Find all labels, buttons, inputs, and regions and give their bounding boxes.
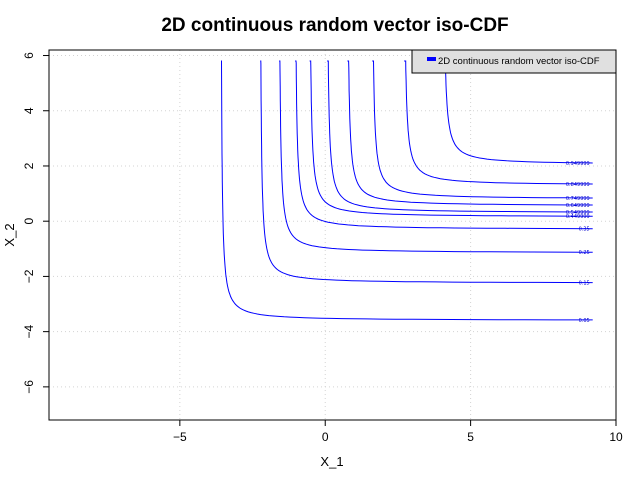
- y-axis: −6 −4 −2 0 2 4 6: [22, 52, 49, 394]
- contour-level-label: 0.05: [579, 318, 590, 324]
- contour-line: [309, 60, 593, 217]
- y-tick-label: 0: [22, 218, 36, 225]
- legend-entry: 2D continuous random vector iso-CDF: [438, 56, 600, 67]
- contour-level-label: 0.15: [579, 281, 590, 287]
- x-tick-label: 0: [322, 430, 329, 444]
- chart-title: 2D continuous random vector iso-CDF: [161, 15, 508, 36]
- legend-swatch: [427, 57, 436, 61]
- contour-line: [443, 60, 593, 164]
- contour-line: [279, 60, 593, 253]
- contour-line: [327, 60, 593, 213]
- contour-level-label: 0.25: [579, 250, 590, 256]
- y-tick-label: −6: [22, 380, 36, 394]
- x-tick-label: 5: [467, 430, 474, 444]
- legend: 2D continuous random vector iso-CDF: [411, 49, 617, 74]
- contour-line: [295, 60, 593, 230]
- contour-labels: 0.05 0.15 0.25 0.35 0.4499990.5499990.649999…: [566, 161, 590, 324]
- y-tick-label: −2: [22, 269, 36, 283]
- contour-line: [221, 60, 593, 321]
- legend-box: [411, 49, 617, 74]
- contour-level-label: 0.649999: [566, 203, 590, 209]
- contour-line: [372, 60, 593, 199]
- x-tick-label: −5: [173, 430, 187, 444]
- y-tick-label: 2: [22, 162, 36, 169]
- y-tick-label: 4: [22, 107, 36, 114]
- x-axis-label: X_1: [320, 454, 343, 469]
- contour-level-label: 0.849999: [566, 182, 590, 188]
- contour-line: [260, 60, 593, 284]
- contour-level-label: 0.35: [579, 227, 590, 233]
- contour-level-label: 0.549999: [566, 210, 590, 216]
- y-axis-label: X_2: [2, 223, 17, 246]
- grid: [49, 50, 617, 420]
- contour-level-label: 0.449999: [566, 214, 590, 220]
- y-tick-label: −4: [22, 324, 36, 338]
- x-axis: −5 0 5 10: [173, 420, 623, 444]
- y-tick-label: 6: [22, 52, 36, 59]
- contour-lines: [221, 60, 593, 321]
- contour-line: [404, 60, 593, 185]
- contour-level-label: 0.749999: [566, 196, 590, 202]
- contour-level-label: 0.949999: [566, 161, 590, 167]
- x-tick-label: 10: [609, 430, 623, 444]
- contour-line: [347, 60, 593, 206]
- plot-frame: [48, 49, 617, 421]
